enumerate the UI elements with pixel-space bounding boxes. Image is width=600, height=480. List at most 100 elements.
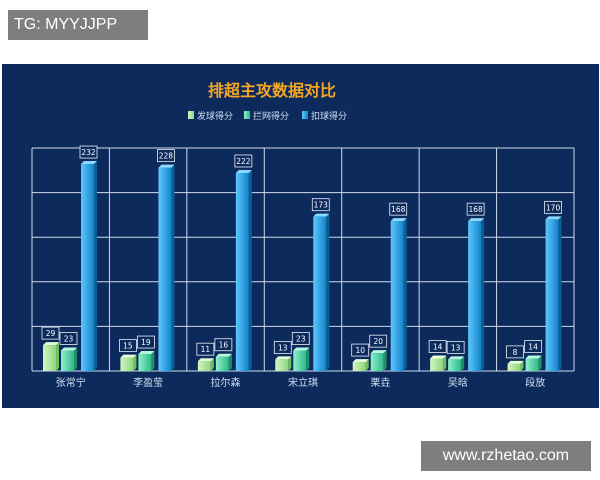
- data-label-0-2: 232: [81, 148, 96, 157]
- legend-swatch-1: [244, 111, 250, 119]
- bar-side-2-1: [228, 353, 232, 371]
- x-tick-label-4: 栗垚: [370, 377, 390, 389]
- data-label-box-1-1: [137, 335, 155, 349]
- bar-side-6-0: [520, 360, 524, 371]
- data-label-0-0: 29: [46, 329, 56, 338]
- bar-top-6-0: [507, 360, 524, 364]
- bar-side-3-1: [306, 347, 310, 371]
- x-tick-label-2: 拉尔森: [211, 376, 241, 389]
- data-label-5-2: 168: [468, 205, 483, 214]
- bar-5-2: [468, 221, 482, 371]
- data-label-box-5-1: [446, 341, 465, 354]
- bar-0-1: [61, 350, 74, 371]
- legend-label-2: 扣球得分: [311, 110, 347, 122]
- bar-3-1: [293, 350, 307, 371]
- data-label-box-3-2: [311, 198, 330, 212]
- data-label-5-0: 14: [433, 343, 443, 352]
- legend-swatch-2: [302, 111, 308, 119]
- data-label-box-6-2: [544, 200, 562, 214]
- data-label-box-5-0: [428, 340, 447, 353]
- data-label-5-1: 13: [451, 343, 461, 352]
- data-label-2-1: 16: [219, 341, 229, 350]
- watermark-top: TG: MYYJJPP: [8, 10, 148, 40]
- x-tick-label-0: 张常宁: [56, 376, 86, 389]
- bar-top-0-0: [43, 342, 59, 346]
- x-tick-label-1: 李盈莹: [133, 376, 163, 389]
- bar-top-5-0: [430, 355, 447, 359]
- bar-side-4-2: [403, 218, 407, 371]
- x-tick-label-3: 宋立琪: [288, 376, 318, 389]
- data-label-6-2: 170: [546, 203, 561, 212]
- data-label-6-0: 8: [513, 348, 518, 357]
- data-label-6-1: 14: [528, 343, 538, 352]
- bar-side-2-0: [210, 358, 214, 371]
- bar-side-0-0: [56, 342, 59, 371]
- data-label-box-2-1: [214, 338, 233, 352]
- data-label-box-4-0: [351, 343, 370, 357]
- data-label-4-2: 168: [391, 205, 406, 214]
- chart-title: 排超主攻数据对比: [208, 81, 336, 100]
- bar-top-5-2: [468, 218, 485, 222]
- bar-top-6-2: [545, 216, 562, 220]
- bar-3-0: [275, 359, 289, 371]
- data-label-1-2: 228: [159, 152, 174, 161]
- data-label-4-0: 10: [355, 346, 365, 355]
- bar-6-1: [525, 358, 539, 371]
- data-label-box-2-0: [196, 342, 215, 356]
- data-label-4-1: 20: [373, 337, 383, 346]
- bar-2-0: [197, 361, 211, 371]
- bar-side-4-1: [383, 350, 387, 371]
- data-label-box-5-2: [466, 202, 485, 216]
- bar-top-4-1: [370, 350, 387, 354]
- bar-top-0-2: [81, 161, 97, 165]
- chart-panel: 29 23 232 15 19 228 11 16 222 13 23 173 10 20 168 14 13 1…: [2, 64, 599, 408]
- bar-4-0: [352, 362, 366, 371]
- x-tick-label-5: 吴晗: [448, 376, 468, 389]
- data-label-3-2: 173: [314, 201, 329, 210]
- bar-2-2: [235, 172, 249, 371]
- bar-6-0: [507, 363, 521, 371]
- bar-side-2-2: [248, 169, 252, 371]
- x-tick-label-6: 段放: [525, 376, 545, 389]
- data-label-2-0: 11: [201, 345, 211, 354]
- bar-1-0: [120, 357, 134, 371]
- data-label-2-2: 222: [236, 157, 251, 166]
- data-label-3-1: 23: [296, 334, 306, 343]
- bar-top-3-0: [275, 356, 292, 360]
- bar-top-6-1: [525, 355, 542, 359]
- bar-4-1: [370, 353, 384, 371]
- bar-0-2: [81, 164, 94, 371]
- bar-side-5-1: [461, 356, 465, 371]
- legend-swatch-0: [188, 111, 194, 119]
- bar-side-5-0: [443, 355, 447, 371]
- bar-1-1: [138, 354, 152, 371]
- bar-5-0: [430, 358, 444, 371]
- legend-label-0: 发球得分: [197, 110, 233, 122]
- bar-1-2: [158, 167, 172, 371]
- watermark-bottom: www.rzhetao.com: [421, 441, 591, 471]
- bar-5-1: [448, 359, 462, 371]
- bar-side-6-2: [558, 216, 562, 371]
- data-label-box-6-1: [524, 340, 542, 353]
- x-axis-labels: 张常宁 李盈莹 拉尔森 宋立琪 栗垚 吴晗 段放: [56, 376, 546, 389]
- data-labels: 29 23 232 15 19 228 11 16 222 13 23 173 10 20 168 14 13 1…: [41, 145, 562, 359]
- bar-2-1: [215, 356, 229, 371]
- bar-side-1-1: [151, 351, 155, 371]
- bar-top-1-2: [158, 164, 175, 168]
- bar-top-1-1: [138, 351, 155, 355]
- bar-top-0-1: [61, 347, 77, 351]
- bar-top-1-0: [120, 354, 137, 358]
- data-label-box-1-0: [119, 339, 137, 353]
- bar-side-3-2: [326, 213, 330, 371]
- bar-6-2: [545, 219, 559, 371]
- bar-top-4-0: [352, 359, 369, 363]
- data-label-box-3-0: [273, 341, 292, 354]
- data-label-box-1-2: [157, 149, 175, 163]
- bar-top-2-1: [215, 353, 232, 357]
- data-label-box-0-2: [79, 145, 98, 159]
- bar-top-3-1: [293, 347, 310, 351]
- bar-side-1-2: [171, 164, 175, 371]
- bar-3-2: [313, 216, 327, 371]
- data-label-3-0: 13: [278, 343, 288, 352]
- data-label-box-0-1: [59, 332, 78, 345]
